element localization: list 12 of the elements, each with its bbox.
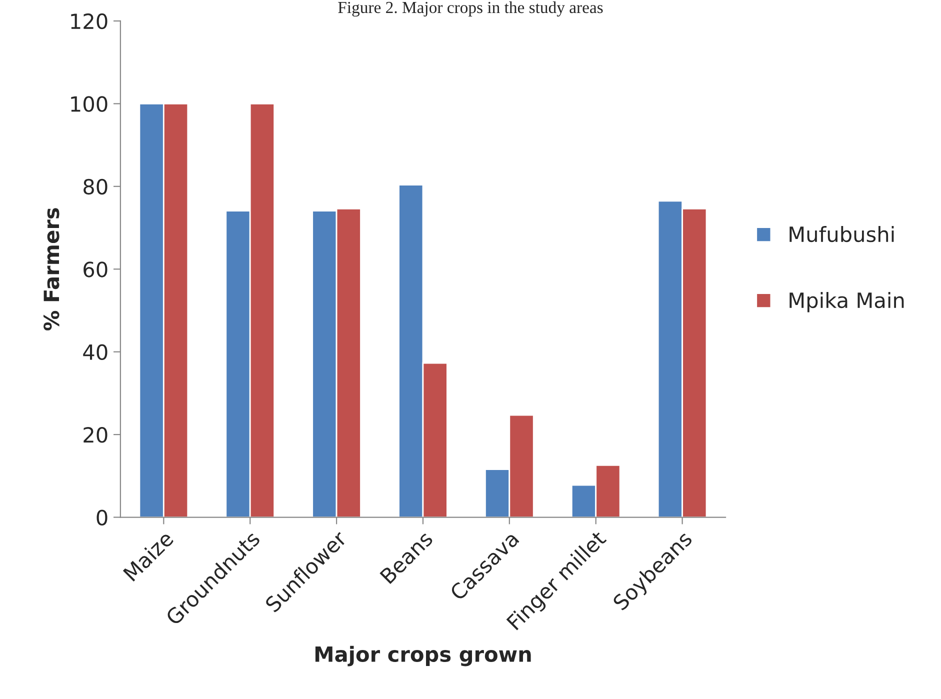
legend-label: Mufubushi [790, 226, 894, 242]
y-tick-label: 20 [84, 427, 108, 443]
y-tick-label: 60 [84, 262, 108, 278]
y-tick-label: 120 [71, 13, 108, 30]
chart-title: Figure 2. Major crops in the study areas [338, 1, 603, 17]
legend-label: Mpika Main [790, 292, 904, 312]
x-axis-title: Major crops grown [315, 646, 531, 666]
y-tick-label: 80 [84, 178, 108, 195]
y-tick-label: 100 [71, 96, 108, 112]
y-axis-title: % Farmers [44, 208, 60, 330]
y-tick-label: 40 [83, 344, 108, 360]
y-tick-label: 0 [96, 510, 108, 526]
